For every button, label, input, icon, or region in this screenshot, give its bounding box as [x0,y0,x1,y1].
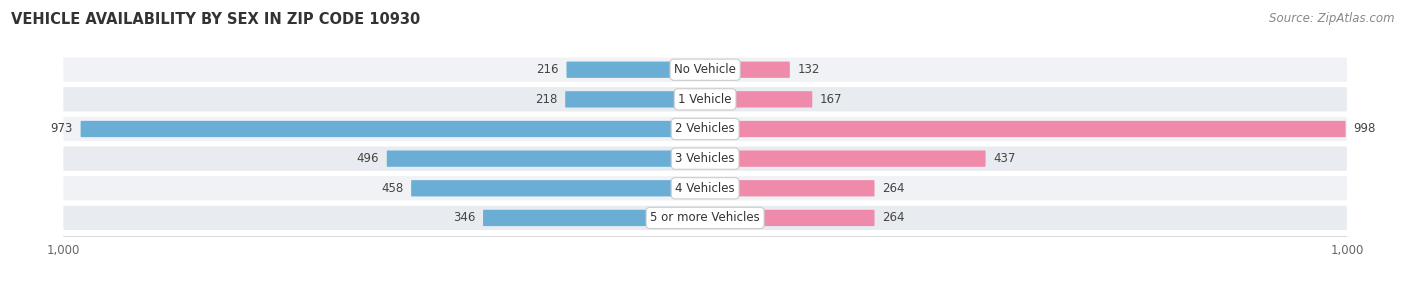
Text: 216: 216 [536,63,558,76]
FancyBboxPatch shape [704,210,875,226]
FancyBboxPatch shape [704,91,813,107]
FancyBboxPatch shape [63,58,1347,82]
Text: 973: 973 [51,122,73,136]
FancyBboxPatch shape [63,206,1347,230]
Text: 167: 167 [820,93,842,106]
FancyBboxPatch shape [63,117,1347,141]
Text: 346: 346 [453,211,475,224]
FancyBboxPatch shape [704,121,1346,137]
FancyBboxPatch shape [80,121,704,137]
FancyBboxPatch shape [704,180,875,196]
FancyBboxPatch shape [484,210,704,226]
FancyBboxPatch shape [567,62,704,78]
Text: 496: 496 [357,152,380,165]
Text: 218: 218 [536,93,558,106]
FancyBboxPatch shape [411,180,704,196]
Text: 264: 264 [882,182,904,195]
Text: 1 Vehicle: 1 Vehicle [678,93,733,106]
Text: 458: 458 [381,182,404,195]
Text: 998: 998 [1354,122,1375,136]
Text: 132: 132 [797,63,820,76]
FancyBboxPatch shape [565,91,704,107]
FancyBboxPatch shape [387,151,704,167]
Text: Source: ZipAtlas.com: Source: ZipAtlas.com [1270,12,1395,25]
Text: 264: 264 [882,211,904,224]
FancyBboxPatch shape [63,176,1347,200]
Text: 3 Vehicles: 3 Vehicles [675,152,735,165]
Text: 437: 437 [993,152,1015,165]
Text: 5 or more Vehicles: 5 or more Vehicles [650,211,761,224]
FancyBboxPatch shape [63,147,1347,171]
FancyBboxPatch shape [704,62,790,78]
Text: 2 Vehicles: 2 Vehicles [675,122,735,136]
FancyBboxPatch shape [63,87,1347,111]
Text: 4 Vehicles: 4 Vehicles [675,182,735,195]
Text: No Vehicle: No Vehicle [673,63,737,76]
Text: VEHICLE AVAILABILITY BY SEX IN ZIP CODE 10930: VEHICLE AVAILABILITY BY SEX IN ZIP CODE … [11,12,420,27]
FancyBboxPatch shape [704,151,986,167]
